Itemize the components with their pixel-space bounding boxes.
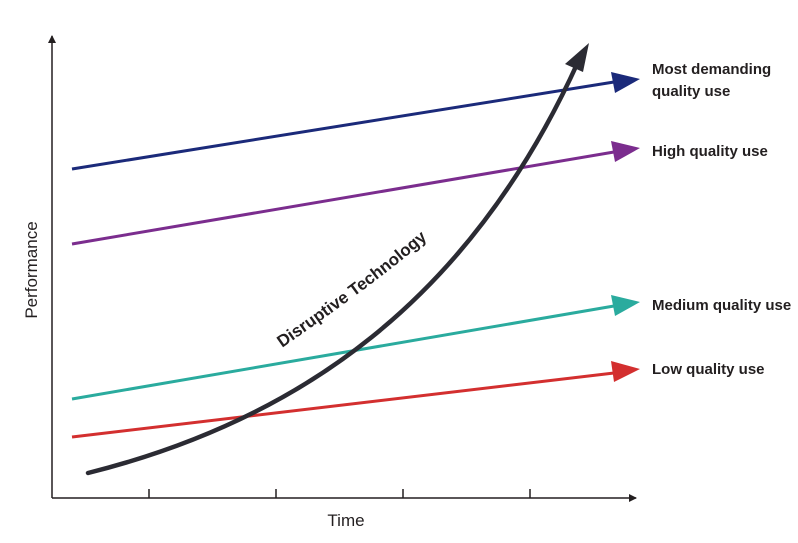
quality-line-most-demanding: Most demanding quality use [71, 61, 775, 171]
arrowhead-icon [611, 295, 640, 316]
arrowhead-icon [611, 72, 640, 93]
quality-line-medium: Medium quality use [71, 295, 791, 401]
arrowhead-icon [611, 141, 640, 162]
disruptive-technology-curve: Disruptive Technology [85, 43, 589, 476]
y-axis-title: Performance [22, 221, 41, 318]
trend-line [71, 304, 615, 401]
line-label: Low quality use [652, 361, 765, 378]
line-label: Medium quality use [652, 297, 791, 314]
x-axis-ticks [148, 489, 531, 498]
curve-arrowhead-icon [565, 43, 589, 72]
axes: Time Performance [22, 35, 637, 530]
quality-line-high: High quality use [71, 141, 768, 246]
trend-line [71, 371, 615, 439]
quality-line-low: Low quality use [71, 361, 765, 439]
trend-line [71, 150, 615, 246]
line-label: Most demanding quality use [652, 61, 775, 100]
trend-line [71, 80, 615, 171]
x-axis-title: Time [327, 511, 364, 530]
curve-path [85, 59, 581, 476]
curve-label: Disruptive Technology [273, 227, 430, 351]
arrowhead-icon [611, 361, 640, 382]
line-label: High quality use [652, 143, 768, 160]
